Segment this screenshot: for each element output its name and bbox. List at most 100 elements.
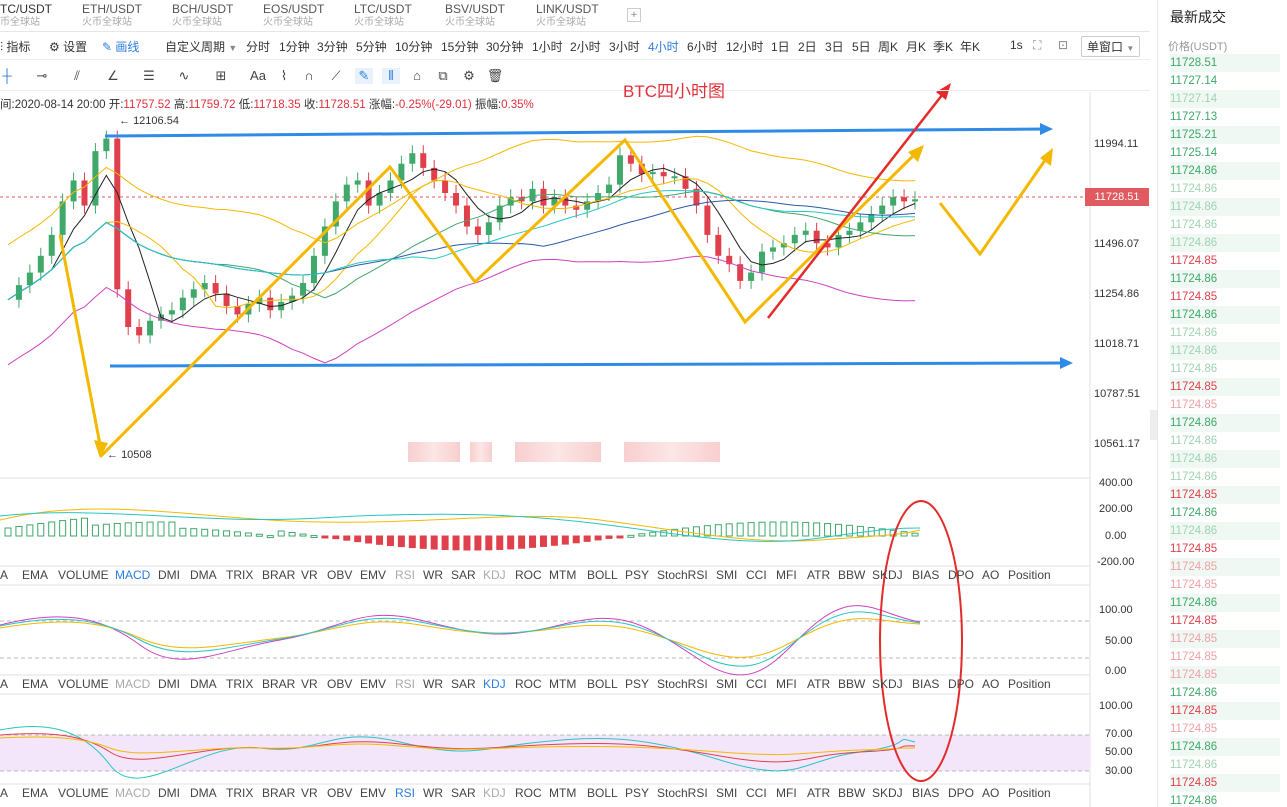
indicator-option[interactable]: ROC [515,786,542,800]
indicator-option[interactable]: BRAR [262,568,296,582]
period-option[interactable]: 5日 [852,40,871,54]
bars-icon[interactable]: ⦀ [382,68,400,84]
tab-pair[interactable]: LINK/USDT 火币全球站 [536,3,599,31]
indicator-option[interactable]: EMV [360,677,387,691]
period-option[interactable]: 周K [878,40,899,54]
ruler-icon[interactable]: ⟋ [331,68,341,83]
custom-period-select[interactable]: 自定义周期 ▼ [165,38,237,55]
indicator-option[interactable]: MTM [549,786,577,800]
indicator-option[interactable]: DMI [158,568,180,582]
indicator-option[interactable]: TRIX [226,568,254,582]
indicator-option[interactable]: VOLUME [58,786,109,800]
indicator-option[interactable]: StochRSI [657,568,708,582]
indicator-option[interactable]: PSY [625,677,650,691]
indicator-option[interactable]: BOLL [587,568,618,582]
indicator-option[interactable]: WR [423,677,443,691]
indicator-option[interactable]: BIAS [912,568,940,582]
indicator-option[interactable]: MFI [776,677,797,691]
panel-splitter[interactable] [1150,410,1157,440]
indicator-option[interactable]: DPO [948,677,975,691]
fullscreen-icon[interactable]: ⛶ [1033,38,1042,52]
indicator-option[interactable]: TRIX [226,677,254,691]
indicator-option[interactable]: Position [1008,568,1051,582]
indicator-option[interactable]: MA [0,786,8,800]
period-option[interactable]: 分时 [246,40,271,54]
crosshair-icon[interactable]: ┼ [2,68,12,83]
settings-button[interactable]: ⚙ 设置 [49,38,87,55]
period-option[interactable]: 3分钟 [317,40,348,54]
copy-icon[interactable]: ⧉ [438,68,448,83]
chart-canvas[interactable] [0,0,1150,807]
period-option[interactable]: 2日 [798,40,817,54]
indicator-option[interactable]: MTM [549,677,577,691]
indicator-option[interactable]: EMA [22,568,49,582]
indicator-option[interactable]: TRIX [226,786,254,800]
indicator-option[interactable]: Position [1008,677,1051,691]
indicator-option[interactable]: SAR [451,677,476,691]
tab-pair[interactable]: BCH/USDT 火币全球站 [172,3,233,31]
indicator-option[interactable]: PSY [625,786,650,800]
indicator-option[interactable]: VOLUME [58,677,109,691]
indicator-option[interactable]: MACD [115,677,151,691]
indicator-option[interactable]: CCI [746,568,767,582]
indicator-option[interactable]: BIAS [912,677,940,691]
period-option[interactable]: 6小时 [687,40,718,54]
horizontal-line-icon[interactable]: ⊸ [36,68,48,83]
indicator-option[interactable]: Position [1008,786,1051,800]
tab-pair[interactable]: ETH/USDT 火币全球站 [82,3,142,31]
indicator-option[interactable]: PSY [625,568,650,582]
period-option[interactable]: 季K [933,40,954,54]
indicator-option[interactable]: WR [423,786,443,800]
indicator-option[interactable]: DMA [190,568,217,582]
indicator-option[interactable]: WR [423,568,443,582]
indicator-option[interactable]: CCI [746,677,767,691]
indicator-option[interactable]: MFI [776,568,797,582]
indicator-option[interactable]: AO [982,786,1000,800]
indicator-option[interactable]: DPO [948,786,975,800]
indicator-option[interactable]: DMA [190,786,217,800]
indicator-option[interactable]: MA [0,677,8,691]
indicator-option[interactable]: ROC [515,568,542,582]
indicator-option[interactable]: EMA [22,786,49,800]
indicator-option[interactable]: SAR [451,786,476,800]
tab-pair[interactable]: BSV/USDT 火币全球站 [445,3,505,31]
trash-icon[interactable]: 🗑 [486,68,504,83]
indicator-option[interactable]: SKDJ [872,568,903,582]
indicator-option[interactable]: SMI [716,786,738,800]
indicator-option[interactable]: KDJ [483,677,506,691]
period-option[interactable]: 1日 [771,40,790,54]
indicator-option[interactable]: BBW [838,568,866,582]
period-option[interactable]: 1分钟 [279,40,310,54]
tab-pair[interactable]: EOS/USDT 火币全球站 [263,3,324,31]
indicator-option[interactable]: RSI [395,677,416,691]
indicator-option[interactable]: KDJ [483,786,506,800]
period-option[interactable]: 3日 [825,40,844,54]
indicator-option[interactable]: EMV [360,568,387,582]
indicator-option[interactable]: ROC [515,677,542,691]
indicator-option[interactable]: BBW [838,677,866,691]
tab-pair[interactable]: LTC/USDT 火币全球站 [354,3,412,31]
indicator-option[interactable]: VR [301,786,318,800]
indicator-option[interactable]: SMI [716,568,738,582]
indicator-option[interactable]: SKDJ [872,677,903,691]
indicator-option[interactable]: MFI [776,786,797,800]
period-option[interactable]: 2小时 [570,40,601,54]
indicator-option[interactable]: MACD [115,568,151,582]
interval-label[interactable]: 1s [1010,38,1023,52]
period-option[interactable]: 30分钟 [486,40,524,54]
indicator-option[interactable]: DMA [190,677,217,691]
settings-drawing-icon[interactable]: ⚙ [463,68,475,83]
indicator-option[interactable]: BOLL [587,786,618,800]
period-option[interactable]: 月K [906,40,927,54]
text-icon[interactable]: Aa [250,68,266,83]
indicator-option[interactable]: AO [982,568,1000,582]
indicator-option[interactable]: EMV [360,786,387,800]
draw-button[interactable]: ✎ 画线 [102,38,139,55]
brush-icon[interactable]: ⌇ [280,68,288,83]
window-mode-select[interactable]: 单窗口 ▼ [1081,36,1141,57]
period-option[interactable]: 1小时 [532,40,563,54]
parallel-lines-icon[interactable]: ☰ [143,68,155,83]
tab-pair[interactable]: TC/USDT 币全球站 [0,3,52,31]
indicator-option[interactable]: BOLL [587,677,618,691]
indicator-option[interactable]: SMI [716,677,738,691]
